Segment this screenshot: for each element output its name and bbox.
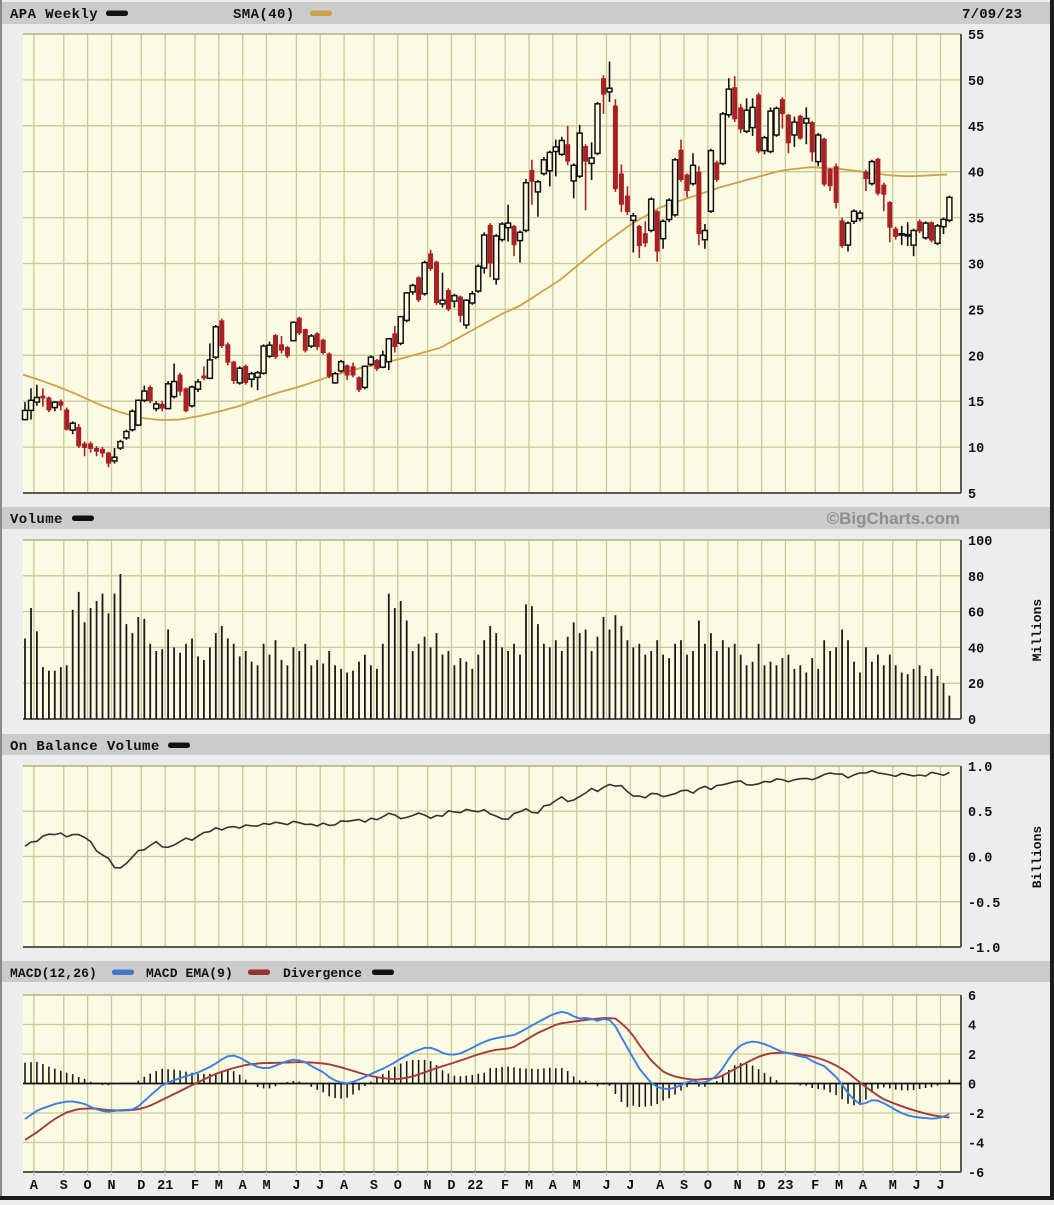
svg-text:A: A xyxy=(340,1179,349,1194)
svg-text:25: 25 xyxy=(968,304,984,319)
svg-text:J: J xyxy=(316,1179,324,1194)
svg-text:D: D xyxy=(758,1179,766,1194)
svg-text:M: M xyxy=(835,1179,843,1194)
svg-text:-4: -4 xyxy=(968,1138,984,1153)
svg-text:Millions: Millions xyxy=(1030,599,1045,662)
svg-text:J: J xyxy=(936,1179,944,1194)
svg-text:S: S xyxy=(680,1179,688,1194)
svg-text:1.0: 1.0 xyxy=(968,761,992,776)
svg-text:4: 4 xyxy=(968,1020,976,1035)
svg-text:F: F xyxy=(191,1179,199,1194)
svg-text:0: 0 xyxy=(968,1079,976,1094)
svg-text:N: N xyxy=(734,1179,742,1194)
svg-text:MACD(12,26): MACD(12,26) xyxy=(10,966,97,981)
svg-text:0.5: 0.5 xyxy=(968,806,992,821)
svg-text:MACD EMA(9): MACD EMA(9) xyxy=(146,966,233,981)
svg-text:0.0: 0.0 xyxy=(968,852,992,867)
svg-text:-0.5: -0.5 xyxy=(968,897,1000,912)
svg-text:40: 40 xyxy=(968,642,984,657)
svg-text:O: O xyxy=(84,1179,92,1194)
svg-text:Volume: Volume xyxy=(10,512,63,528)
svg-text:S: S xyxy=(370,1179,378,1194)
svg-text:23: 23 xyxy=(777,1179,793,1194)
svg-text:60: 60 xyxy=(968,607,984,622)
svg-text:-2: -2 xyxy=(968,1108,984,1123)
svg-text:M: M xyxy=(215,1179,223,1194)
svg-text:100: 100 xyxy=(968,535,992,550)
svg-text:F: F xyxy=(501,1179,509,1194)
svg-text:SMA(40): SMA(40) xyxy=(233,7,295,23)
svg-text:J: J xyxy=(626,1179,634,1194)
svg-text:7/09/23: 7/09/23 xyxy=(962,7,1022,23)
svg-text:N: N xyxy=(107,1179,115,1194)
svg-text:20: 20 xyxy=(968,350,984,365)
svg-text:M: M xyxy=(262,1179,270,1194)
svg-text:5: 5 xyxy=(968,488,976,503)
svg-text:O: O xyxy=(394,1179,402,1194)
svg-text:6: 6 xyxy=(968,990,976,1005)
svg-text:M: M xyxy=(525,1179,533,1194)
svg-text:35: 35 xyxy=(968,213,984,228)
svg-text:Divergence: Divergence xyxy=(283,966,362,981)
svg-text:O: O xyxy=(704,1179,712,1194)
svg-text:15: 15 xyxy=(968,396,984,411)
svg-text:22: 22 xyxy=(467,1179,483,1194)
svg-text:20: 20 xyxy=(968,678,984,693)
svg-text:A: A xyxy=(656,1179,665,1194)
svg-text:J: J xyxy=(913,1179,921,1194)
svg-text:Billions: Billions xyxy=(1030,826,1045,889)
svg-text:2: 2 xyxy=(968,1049,976,1064)
svg-text:J: J xyxy=(292,1179,300,1194)
svg-text:30: 30 xyxy=(968,259,984,274)
svg-text:40: 40 xyxy=(968,167,984,182)
svg-text:D: D xyxy=(137,1179,145,1194)
svg-text:S: S xyxy=(60,1179,68,1194)
svg-text:M: M xyxy=(573,1179,581,1194)
svg-text:45: 45 xyxy=(968,121,984,136)
svg-text:D: D xyxy=(447,1179,455,1194)
svg-text:J: J xyxy=(602,1179,610,1194)
svg-text:-6: -6 xyxy=(968,1167,984,1182)
svg-text:80: 80 xyxy=(968,571,984,586)
svg-text:21: 21 xyxy=(157,1179,173,1194)
svg-text:55: 55 xyxy=(968,29,984,44)
svg-text:-1.0: -1.0 xyxy=(968,942,1000,957)
svg-text:M: M xyxy=(889,1179,897,1194)
svg-text:10: 10 xyxy=(968,442,984,457)
svg-text:50: 50 xyxy=(968,75,984,90)
svg-text:A: A xyxy=(549,1179,558,1194)
svg-text:On Balance Volume: On Balance Volume xyxy=(10,739,160,755)
svg-text:0: 0 xyxy=(968,714,976,729)
svg-text:N: N xyxy=(424,1179,432,1194)
svg-text:F: F xyxy=(811,1179,819,1194)
svg-text:A: A xyxy=(239,1179,248,1194)
svg-text:A: A xyxy=(30,1179,39,1194)
svg-text:©BigCharts.com: ©BigCharts.com xyxy=(827,509,960,528)
svg-text:APA Weekly: APA Weekly xyxy=(10,7,98,23)
svg-text:A: A xyxy=(859,1179,868,1194)
